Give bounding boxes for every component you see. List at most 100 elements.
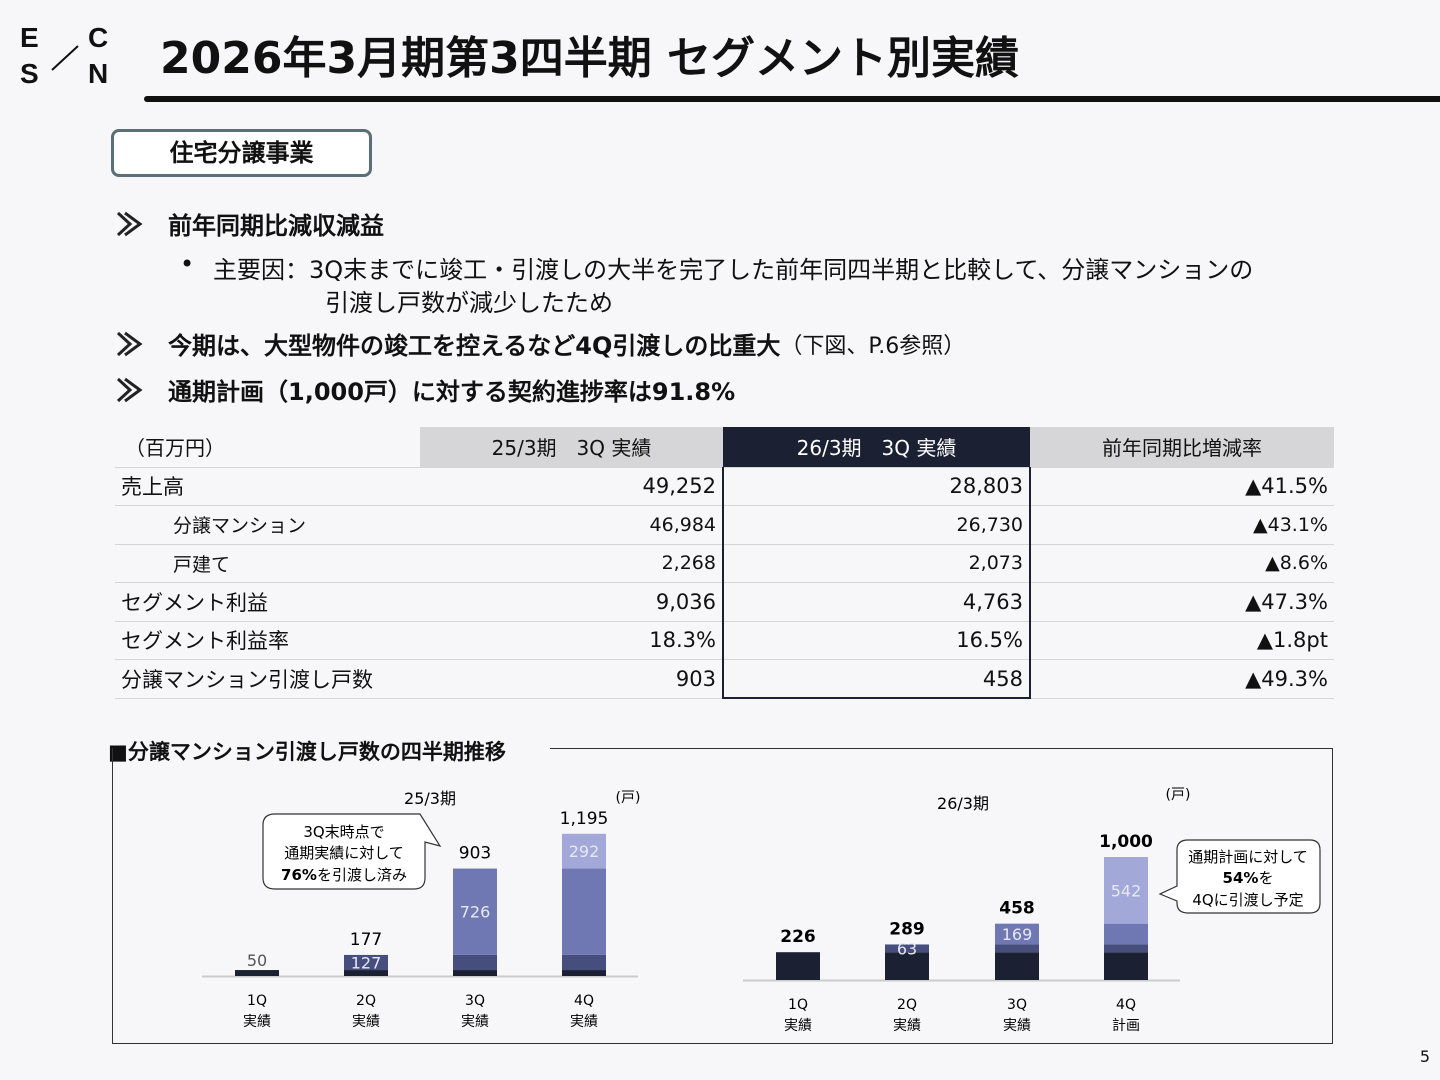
table-row: セグメント利益 9,036 4,763 ▲47.3%	[115, 582, 1334, 622]
bullet-dot: •	[180, 250, 195, 278]
unit-label: (戸)	[1166, 787, 1191, 803]
total-label: 903	[459, 844, 491, 864]
bar-segment	[995, 944, 1039, 953]
frame-line	[550, 748, 1333, 749]
double-chevron-icon	[116, 331, 143, 356]
total-label: 226	[780, 927, 816, 947]
cell: 16.5%	[722, 621, 1031, 660]
chart-title: 25/3期	[404, 789, 456, 808]
row-label: セグメント利益	[115, 582, 420, 622]
increment-label: 127	[351, 953, 382, 972]
category-label: 4Q	[574, 993, 594, 1009]
bar-segment	[453, 970, 497, 976]
bullet-text: 前年同期比減収減益	[168, 212, 384, 240]
col-header: 26/3期 3Q 実績	[723, 427, 1030, 468]
callout-text: 3Q末時点で	[303, 823, 384, 841]
cell: 2,073	[722, 544, 1031, 583]
double-chevron-icon	[116, 377, 143, 402]
bar-segment	[1104, 857, 1148, 924]
category-label: 2Q	[897, 997, 917, 1013]
title-underline	[144, 96, 1440, 102]
bar-segment	[344, 970, 388, 976]
cell: 28,803	[722, 467, 1031, 506]
total-label: 1,195	[560, 809, 609, 829]
bullet-note: （下図、P.6参照）	[780, 333, 966, 359]
category-label: 3Q	[465, 993, 485, 1009]
total-label: 1,000	[1099, 832, 1153, 852]
unit-label: (戸)	[616, 790, 641, 806]
page-number: 5	[1419, 1047, 1430, 1066]
cell: 9,036	[420, 582, 723, 622]
bar-segment	[235, 970, 279, 976]
category-label: 実績	[461, 1014, 489, 1030]
row-label: セグメント利益率	[115, 621, 420, 660]
cell: 2,268	[420, 544, 723, 583]
bar-segment	[562, 970, 606, 976]
bullet-2: 今期は、大型物件の竣工を控えるなど4Q引渡しの比重大 （下図、P.6参照）	[116, 326, 965, 361]
callout-text: 76%を引渡し済み	[281, 866, 407, 884]
category-label: 実績	[570, 1014, 598, 1030]
category-label: 3Q	[1007, 997, 1027, 1013]
increment-label: 726	[460, 903, 491, 922]
cell: 458	[722, 659, 1031, 699]
category-label: 実績	[893, 1018, 921, 1034]
category-label: 実績	[784, 1018, 812, 1034]
segment-label: 住宅分譲事業	[111, 129, 372, 177]
table-row: 分譲マンション 46,984 26,730 ▲43.1%	[115, 505, 1334, 545]
cell: ▲8.6%	[1030, 544, 1334, 583]
row-label: 戸建て	[115, 544, 420, 583]
cell: 18.3%	[420, 621, 723, 660]
cell: ▲49.3%	[1030, 659, 1334, 699]
total-label: 177	[350, 930, 382, 950]
callout-rest: を	[1258, 869, 1273, 887]
bar-segment	[562, 868, 606, 955]
increment-label: 292	[569, 842, 600, 861]
bar-segment	[1104, 923, 1148, 945]
callout-text: 54%を	[1223, 869, 1274, 887]
callout-bold: 76%	[281, 866, 317, 884]
bar-segment	[995, 952, 1039, 980]
cell: ▲41.5%	[1030, 467, 1334, 506]
bar-segment	[562, 954, 606, 971]
category-label: 計画	[1112, 1018, 1140, 1034]
page-title: 2026年3月期第3四半期 セグメント別実績	[160, 33, 1020, 84]
bar-segment	[344, 954, 388, 971]
table-row: セグメント利益率 18.3% 16.5% ▲1.8pt	[115, 621, 1334, 660]
unit-label: （百万円）	[115, 427, 420, 468]
bar-segment	[1104, 952, 1148, 980]
increment-label: 63	[897, 939, 917, 958]
category-label: 実績	[352, 1014, 380, 1030]
cell: 49,252	[420, 467, 723, 506]
table-row: 戸建て 2,268 2,073 ▲8.6%	[115, 544, 1334, 583]
double-chevron-icon	[116, 211, 143, 236]
increment-label: 50	[247, 951, 267, 970]
callout-bold: 54%	[1223, 869, 1259, 887]
callout-bubble	[1158, 839, 1321, 914]
bullet-text: 通期計画（1,000戸）に対する契約進捗率は91.8%	[168, 378, 736, 406]
bar-segment	[453, 954, 497, 971]
cell: ▲47.3%	[1030, 582, 1334, 622]
sub-bullet-line2: 引渡し戸数が減少したため	[325, 289, 613, 317]
category-label: 4Q	[1116, 997, 1136, 1013]
table-row: 分譲マンション引渡し戸数 903 458 ▲49.3%	[115, 659, 1334, 699]
category-label: 1Q	[788, 997, 808, 1013]
bar-segment	[453, 868, 497, 955]
col-header: 25/3期 3Q 実績	[420, 427, 723, 468]
table-row: 売上高 49,252 28,803 ▲41.5%	[115, 467, 1334, 506]
col-header: 前年同期比増減率	[1030, 427, 1334, 468]
bar-segment	[885, 944, 929, 953]
chart-title: 26/3期	[937, 794, 989, 813]
bar-segment	[885, 952, 929, 980]
sub-bullet-line1: 主要因：3Q末までに竣工・引渡しの大半を完了した前年同四半期と比較して、分譲マン…	[213, 256, 1254, 284]
callout-bubble	[262, 813, 442, 890]
cell: 4,763	[722, 582, 1031, 622]
cell: 26,730	[722, 505, 1031, 545]
cell: ▲1.8pt	[1030, 621, 1334, 660]
cell: 903	[420, 659, 723, 699]
bullet-1: 前年同期比減収減益	[116, 206, 384, 241]
total-label: 289	[889, 919, 925, 939]
row-label: 分譲マンション	[115, 505, 420, 545]
bullet-text: 今期は、大型物件の竣工を控えるなど4Q引渡しの比重大	[168, 332, 781, 360]
